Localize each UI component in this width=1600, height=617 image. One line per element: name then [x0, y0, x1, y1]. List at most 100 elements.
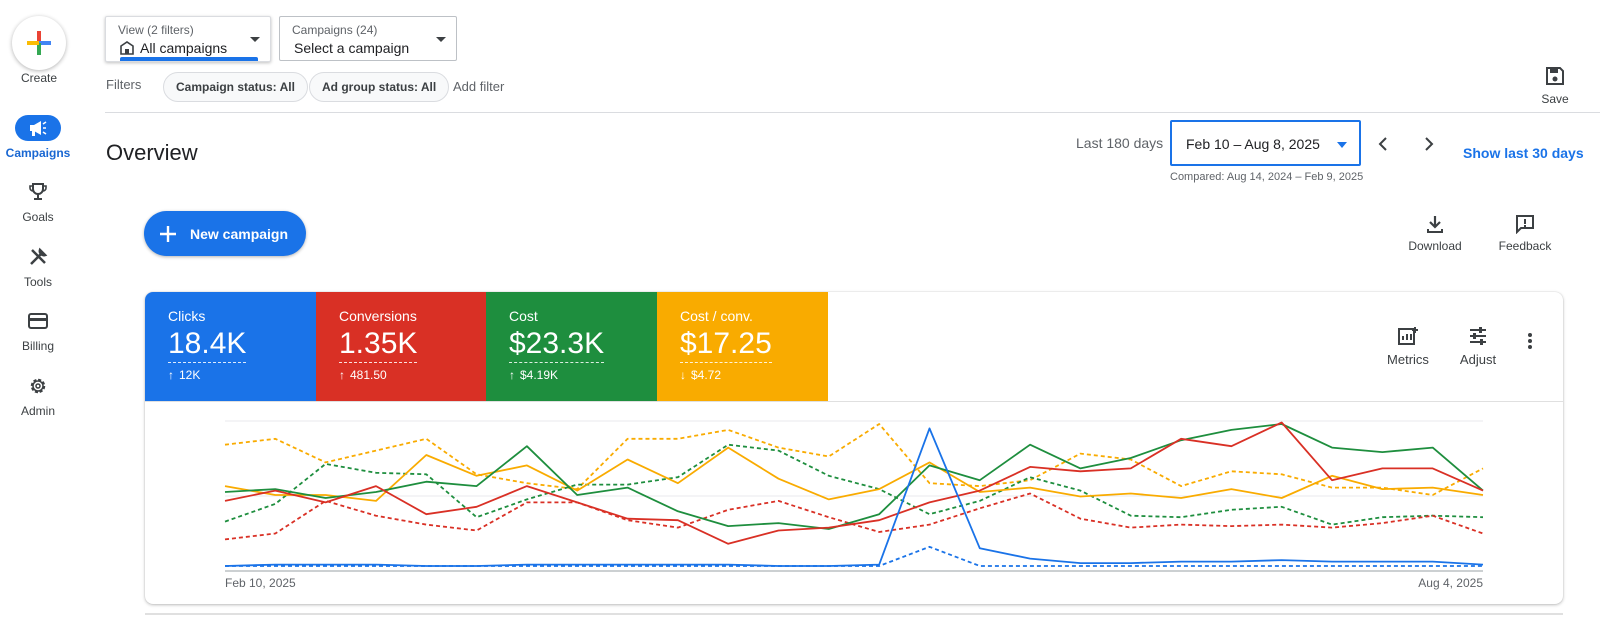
- metric-delta-value: $4.19K: [520, 368, 559, 382]
- tools-icon: [15, 244, 61, 270]
- metric-delta: ↑ 481.50: [339, 368, 487, 382]
- create-button[interactable]: [12, 16, 66, 70]
- page-bottom-divider: [145, 613, 1563, 615]
- active-underline: [120, 57, 258, 61]
- arrow-up-icon: ↑: [168, 368, 174, 382]
- compared-range: Compared: Aug 14, 2024 – Feb 9, 2025: [1170, 171, 1364, 183]
- building-icon: [120, 41, 134, 55]
- series-line-5: [224, 423, 1484, 530]
- download-icon: [1427, 216, 1443, 233]
- metric-value: 18.4K: [168, 327, 247, 363]
- save-label: Save: [1541, 92, 1569, 106]
- next-period-button[interactable]: [1417, 132, 1441, 156]
- download-label: Download: [1408, 239, 1462, 253]
- series-line-7: [224, 427, 1484, 567]
- new-campaign-label: New campaign: [190, 225, 289, 242]
- more-vert-icon: [1528, 333, 1532, 349]
- x-tick-label-start: Feb 10, 2025: [225, 576, 296, 590]
- nav-label: Campaigns: [5, 146, 71, 160]
- ad-group-status-chip[interactable]: Ad group status: All: [309, 72, 450, 102]
- save-button[interactable]: Save: [1532, 66, 1578, 106]
- nav-item-admin[interactable]: Admin: [0, 373, 76, 418]
- left-nav: Create Campaigns Goals Tools Billing Adm…: [0, 0, 80, 617]
- performance-card: Clicks 18.4K ↑ 12K Conversions 1.35K ↑ 481…: [145, 292, 1563, 604]
- campaign-dropdown-value: Select a campaign: [294, 40, 410, 56]
- metric-name: Conversions: [339, 308, 417, 324]
- metric-name: Cost / conv.: [680, 308, 753, 324]
- view-dropdown[interactable]: View (2 filters) All campaigns: [105, 16, 271, 62]
- chevron-down-icon: [436, 37, 446, 42]
- metrics-button[interactable]: Metrics: [1378, 326, 1438, 367]
- date-range-value: Feb 10 – Aug 8, 2025: [1186, 136, 1320, 152]
- view-dropdown-value: All campaigns: [140, 40, 228, 56]
- card-divider: [145, 401, 1563, 402]
- chevron-left-icon: [1378, 137, 1387, 151]
- chevron-down-icon: [1337, 142, 1347, 148]
- series-line-0: [224, 423, 1484, 496]
- metric-delta: ↑ $4.19K: [509, 368, 657, 382]
- series-line-3: [225, 545, 1483, 567]
- arrow-down-icon: ↓: [680, 368, 686, 382]
- performance-chart: Feb 10, 2025 Aug 4, 2025: [224, 420, 1484, 590]
- adjust-button[interactable]: Adjust: [1448, 326, 1508, 367]
- feedback-label: Feedback: [1498, 239, 1552, 253]
- add-filter-link[interactable]: Add filter: [453, 79, 505, 94]
- metric-value: $17.25: [680, 327, 772, 363]
- metric-tile-cost-per-conv[interactable]: Cost / conv. $17.25 ↓ $4.72: [657, 292, 828, 401]
- more-options-button[interactable]: [1520, 332, 1540, 353]
- series-line-6: [224, 421, 1484, 545]
- gear-icon: [15, 373, 61, 399]
- create-label: Create: [20, 71, 58, 85]
- series-line-4: [224, 446, 1484, 502]
- megaphone-icon: [15, 115, 61, 141]
- x-tick-label-end: Aug 4, 2025: [1418, 576, 1483, 590]
- metric-value: $23.3K: [509, 327, 605, 363]
- sliders-icon: [1470, 327, 1486, 345]
- chevron-right-icon: [1425, 137, 1434, 151]
- filters-label: Filters: [106, 77, 142, 92]
- campaign-dropdown-caption: Campaigns (24): [292, 23, 378, 37]
- credit-card-icon: [15, 308, 61, 334]
- metric-delta-value: 481.50: [350, 368, 387, 382]
- metric-tile-clicks[interactable]: Clicks 18.4K ↑ 12K: [145, 292, 316, 401]
- adjust-label: Adjust: [1459, 352, 1497, 367]
- nav-label: Billing: [21, 339, 54, 353]
- campaign-dropdown[interactable]: Campaigns (24) Select a campaign: [279, 16, 457, 61]
- metrics-label: Metrics: [1387, 352, 1429, 367]
- nav-label: Admin: [20, 404, 55, 418]
- metric-name: Clicks: [168, 308, 206, 324]
- campaign-status-chip[interactable]: Campaign status: All: [163, 72, 308, 102]
- save-icon: [1546, 67, 1564, 85]
- trophy-icon: [15, 179, 61, 205]
- arrow-up-icon: ↑: [339, 368, 345, 382]
- nav-label: Goals: [22, 210, 54, 224]
- metric-value: 1.35K: [339, 327, 418, 363]
- date-preset-label: Last 180 days: [1076, 135, 1164, 151]
- previous-period-button[interactable]: [1371, 132, 1395, 156]
- arrow-up-icon: ↑: [509, 368, 515, 382]
- series-line-2: [224, 492, 1484, 541]
- metric-tile-conversions[interactable]: Conversions 1.35K ↑ 481.50: [316, 292, 487, 401]
- plus-icon: [27, 31, 51, 55]
- metric-name: Cost: [509, 308, 538, 324]
- show-last-30-days-link[interactable]: Show last 30 days: [1463, 145, 1584, 161]
- nav-item-campaigns[interactable]: Campaigns: [0, 115, 76, 160]
- nav-label: Tools: [23, 275, 52, 289]
- feedback-icon: [1516, 215, 1534, 235]
- feedback-button[interactable]: Feedback: [1490, 214, 1560, 253]
- metric-delta-value: $4.72: [691, 368, 722, 382]
- nav-item-tools[interactable]: Tools: [0, 244, 76, 289]
- metric-delta: ↑ 12K: [168, 368, 316, 382]
- view-dropdown-caption: View (2 filters): [118, 23, 194, 37]
- metric-delta-value: 12K: [179, 368, 201, 382]
- download-button[interactable]: Download: [1400, 214, 1470, 253]
- new-campaign-button[interactable]: New campaign: [144, 211, 306, 256]
- nav-item-billing[interactable]: Billing: [0, 308, 76, 353]
- metric-tile-cost[interactable]: Cost $23.3K ↑ $4.19K: [486, 292, 657, 401]
- metrics-icon: [1398, 327, 1418, 345]
- nav-item-goals[interactable]: Goals: [0, 179, 76, 224]
- date-range-picker[interactable]: Feb 10 – Aug 8, 2025: [1170, 120, 1361, 166]
- chevron-down-icon: [250, 37, 260, 42]
- top-divider: [105, 112, 1600, 113]
- plus-icon: [160, 225, 176, 242]
